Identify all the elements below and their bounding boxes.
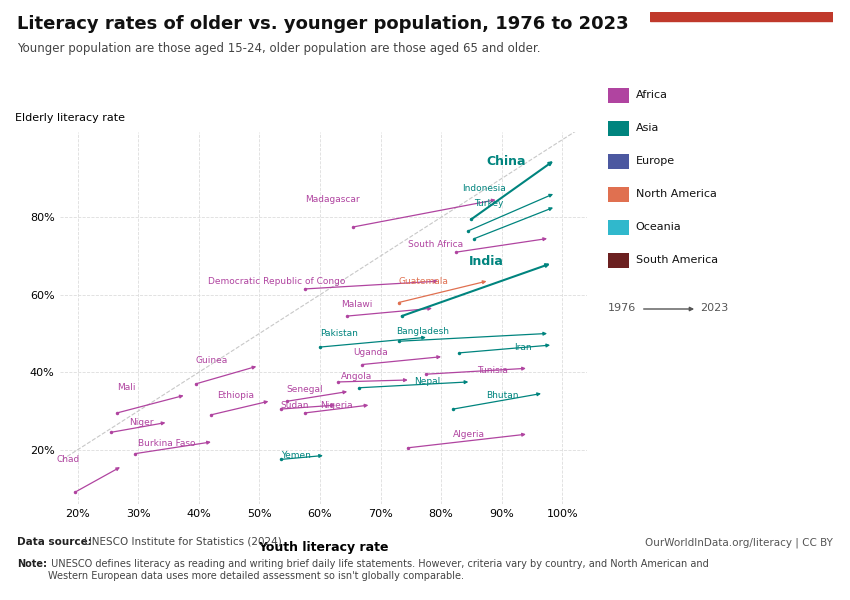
Text: Guinea: Guinea: [196, 356, 228, 365]
Text: UNESCO defines literacy as reading and writing brief daily life statements. Howe: UNESCO defines literacy as reading and w…: [48, 559, 709, 581]
Text: Iran: Iran: [513, 343, 531, 352]
Text: Ethiopia: Ethiopia: [217, 391, 254, 400]
Text: Madagascar: Madagascar: [305, 196, 360, 205]
Text: Senegal: Senegal: [286, 385, 323, 394]
Text: Uganda: Uganda: [354, 349, 388, 358]
Text: India: India: [468, 256, 503, 268]
Text: Elderly literacy rate: Elderly literacy rate: [14, 113, 125, 123]
Text: Sudan: Sudan: [280, 401, 309, 410]
Text: Younger population are those aged 15-24, older population are those aged 65 and : Younger population are those aged 15-24,…: [17, 42, 541, 55]
Text: Burkina Faso: Burkina Faso: [139, 439, 196, 448]
Text: Europe: Europe: [636, 157, 675, 166]
Text: Angola: Angola: [341, 371, 372, 380]
Text: Bhutan: Bhutan: [486, 391, 519, 400]
Text: Literacy rates of older vs. younger population, 1976 to 2023: Literacy rates of older vs. younger popu…: [17, 15, 629, 33]
Text: Africa: Africa: [636, 91, 668, 100]
Text: Youth literacy rate: Youth literacy rate: [258, 541, 388, 554]
Text: Algeria: Algeria: [453, 430, 485, 439]
Text: 1976: 1976: [608, 303, 636, 313]
Text: 2023: 2023: [700, 303, 728, 313]
Text: Guatemala: Guatemala: [399, 277, 449, 286]
Text: Asia: Asia: [636, 124, 659, 133]
Text: Bangladesh: Bangladesh: [396, 327, 449, 336]
Text: Malawi: Malawi: [341, 300, 372, 309]
Text: Pakistan: Pakistan: [320, 329, 358, 338]
Text: Turkey: Turkey: [474, 199, 504, 208]
Text: Our World
in Data: Our World in Data: [708, 29, 775, 58]
Text: Nigeria: Nigeria: [320, 401, 353, 410]
Text: North America: North America: [636, 190, 717, 199]
Text: China: China: [486, 155, 526, 167]
Text: Tunisia: Tunisia: [478, 366, 508, 375]
Text: Note:: Note:: [17, 559, 47, 569]
Text: Yemen: Yemen: [280, 451, 310, 460]
Text: Indonesia: Indonesia: [462, 184, 506, 193]
Text: South America: South America: [636, 256, 718, 265]
Text: UNESCO Institute for Statistics (2024): UNESCO Institute for Statistics (2024): [81, 537, 281, 547]
Text: Democratic Republic of Congo: Democratic Republic of Congo: [208, 277, 345, 286]
Text: Data source:: Data source:: [17, 537, 92, 547]
Text: Mali: Mali: [117, 383, 135, 392]
Text: South Africa: South Africa: [408, 240, 463, 249]
Text: OurWorldInData.org/literacy | CC BY: OurWorldInData.org/literacy | CC BY: [645, 537, 833, 547]
Text: Niger: Niger: [129, 418, 154, 427]
Text: Nepal: Nepal: [414, 377, 440, 386]
Text: Oceania: Oceania: [636, 223, 682, 232]
Bar: [650, 12, 833, 21]
Text: Chad: Chad: [56, 455, 80, 464]
